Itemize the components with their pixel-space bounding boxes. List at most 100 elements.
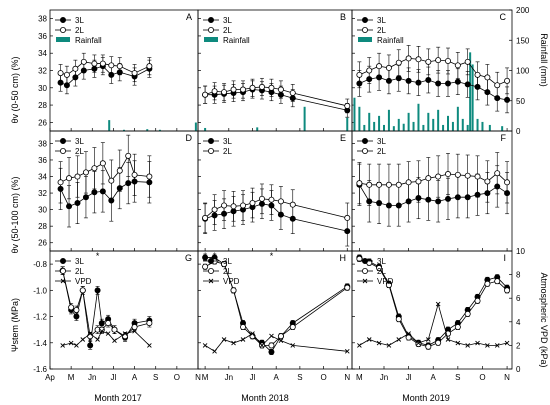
- legend-swatch-rainfall: [56, 37, 70, 42]
- series-line-2L: [359, 172, 508, 186]
- point-2L: [108, 177, 115, 184]
- point-3L: [504, 96, 511, 103]
- x-tick-label: N: [344, 373, 350, 382]
- x-tick-label: N: [504, 373, 510, 382]
- point-2L: [105, 320, 112, 327]
- panel-letter: E: [340, 133, 346, 143]
- point-2L: [268, 196, 275, 203]
- legend-label-2L: 2L: [223, 147, 232, 156]
- legend-label-2L: 2L: [377, 147, 386, 156]
- point-2L: [240, 86, 247, 93]
- significance-asterisk: *: [213, 251, 217, 261]
- vpd-point: [494, 343, 500, 348]
- point-2L: [464, 58, 471, 65]
- point-2L: [366, 181, 373, 188]
- point-2L: [464, 310, 471, 317]
- y2-tick-label: 200: [516, 6, 530, 15]
- series-line-2L: [60, 154, 150, 183]
- y2-tick-label: 0: [516, 127, 521, 136]
- series-line-3L: [60, 181, 150, 207]
- point-2L: [211, 206, 218, 213]
- point-2L: [366, 67, 373, 74]
- point-2L: [91, 165, 98, 172]
- x-tick-label: Jn: [88, 373, 96, 382]
- point-2L: [57, 179, 64, 186]
- panel-frame: [197, 9, 353, 132]
- point-2L: [289, 89, 296, 96]
- rainfall-bar: [397, 118, 400, 131]
- y-tick-label: 26: [38, 118, 47, 127]
- point-2L: [66, 175, 73, 182]
- legend-marker-2L: [207, 147, 214, 154]
- legend-marker-3L: [60, 257, 67, 264]
- point-3L: [464, 81, 471, 88]
- point-2L: [202, 263, 209, 270]
- y-tick-label: 26: [38, 239, 47, 248]
- legend-label-Rainfall: Rainfall: [223, 36, 250, 45]
- point-2L: [230, 287, 237, 294]
- legend-marker-3L: [207, 16, 214, 23]
- y-tick-label: -1.4: [33, 339, 47, 348]
- point-2L: [131, 70, 138, 77]
- series-line-3L: [204, 203, 348, 232]
- vpd-point: [435, 301, 441, 307]
- vpd-point: [221, 337, 227, 342]
- rainfall-bar: [442, 124, 445, 131]
- point-2L: [108, 62, 115, 69]
- point-2L: [484, 280, 491, 287]
- point-2L: [344, 214, 351, 221]
- x-tick-label: O: [479, 373, 485, 382]
- row1-ylabel: θv (0-50 cm) (%): [10, 56, 20, 123]
- y2-tick-label: 150: [516, 36, 530, 45]
- legend-label-2L: 2L: [223, 26, 232, 35]
- legend-label-3L: 3L: [75, 137, 84, 146]
- point-2L: [405, 179, 412, 186]
- panel-frame: [49, 130, 199, 252]
- rainfall-bar: [146, 129, 149, 131]
- row1-y2label: Rainfall (mm): [539, 33, 549, 87]
- point-3L: [415, 79, 422, 86]
- point-2L: [82, 169, 89, 176]
- rainfall-bar: [123, 129, 125, 131]
- point-3L: [405, 77, 412, 84]
- vpd-point: [366, 337, 372, 342]
- vpd-point: [212, 348, 217, 354]
- y-tick-label: 34: [38, 173, 47, 182]
- x-tick-label: Jn: [225, 373, 233, 382]
- panel-letter: H: [340, 253, 347, 263]
- point-2L: [268, 84, 275, 91]
- point-2L: [474, 71, 481, 78]
- point-2L: [80, 58, 87, 65]
- vpd-point: [376, 340, 382, 346]
- x-tick-label: A: [132, 373, 138, 382]
- series-line-3L: [60, 65, 150, 86]
- point-2L: [405, 334, 412, 341]
- legend-marker-2L: [60, 26, 67, 33]
- series-line-2L: [204, 86, 348, 107]
- panel-letter: D: [186, 133, 193, 143]
- vpd-point: [231, 340, 236, 346]
- point-2L: [385, 64, 392, 71]
- rainfall-bar: [368, 112, 371, 131]
- point-2L: [356, 255, 363, 262]
- point-2L: [415, 178, 422, 185]
- rainfall-bar: [461, 118, 464, 131]
- point-2L: [111, 326, 118, 333]
- point-2L: [240, 202, 247, 209]
- point-2L: [395, 316, 402, 323]
- y2-tick-label: 6: [516, 294, 521, 303]
- y-tick-label: -0.8: [33, 260, 47, 269]
- y2-tick-label: 10: [516, 247, 525, 256]
- rainfall-bar: [417, 103, 420, 131]
- y-tick-label: 38: [38, 139, 47, 148]
- rainfall-bar: [378, 115, 381, 131]
- legend-marker-3L: [361, 257, 368, 264]
- rainfall-bar: [469, 52, 472, 131]
- point-2L: [395, 59, 402, 66]
- panel-letter: G: [185, 253, 192, 263]
- row3-ylabel: Ψstem (MPa): [10, 298, 20, 352]
